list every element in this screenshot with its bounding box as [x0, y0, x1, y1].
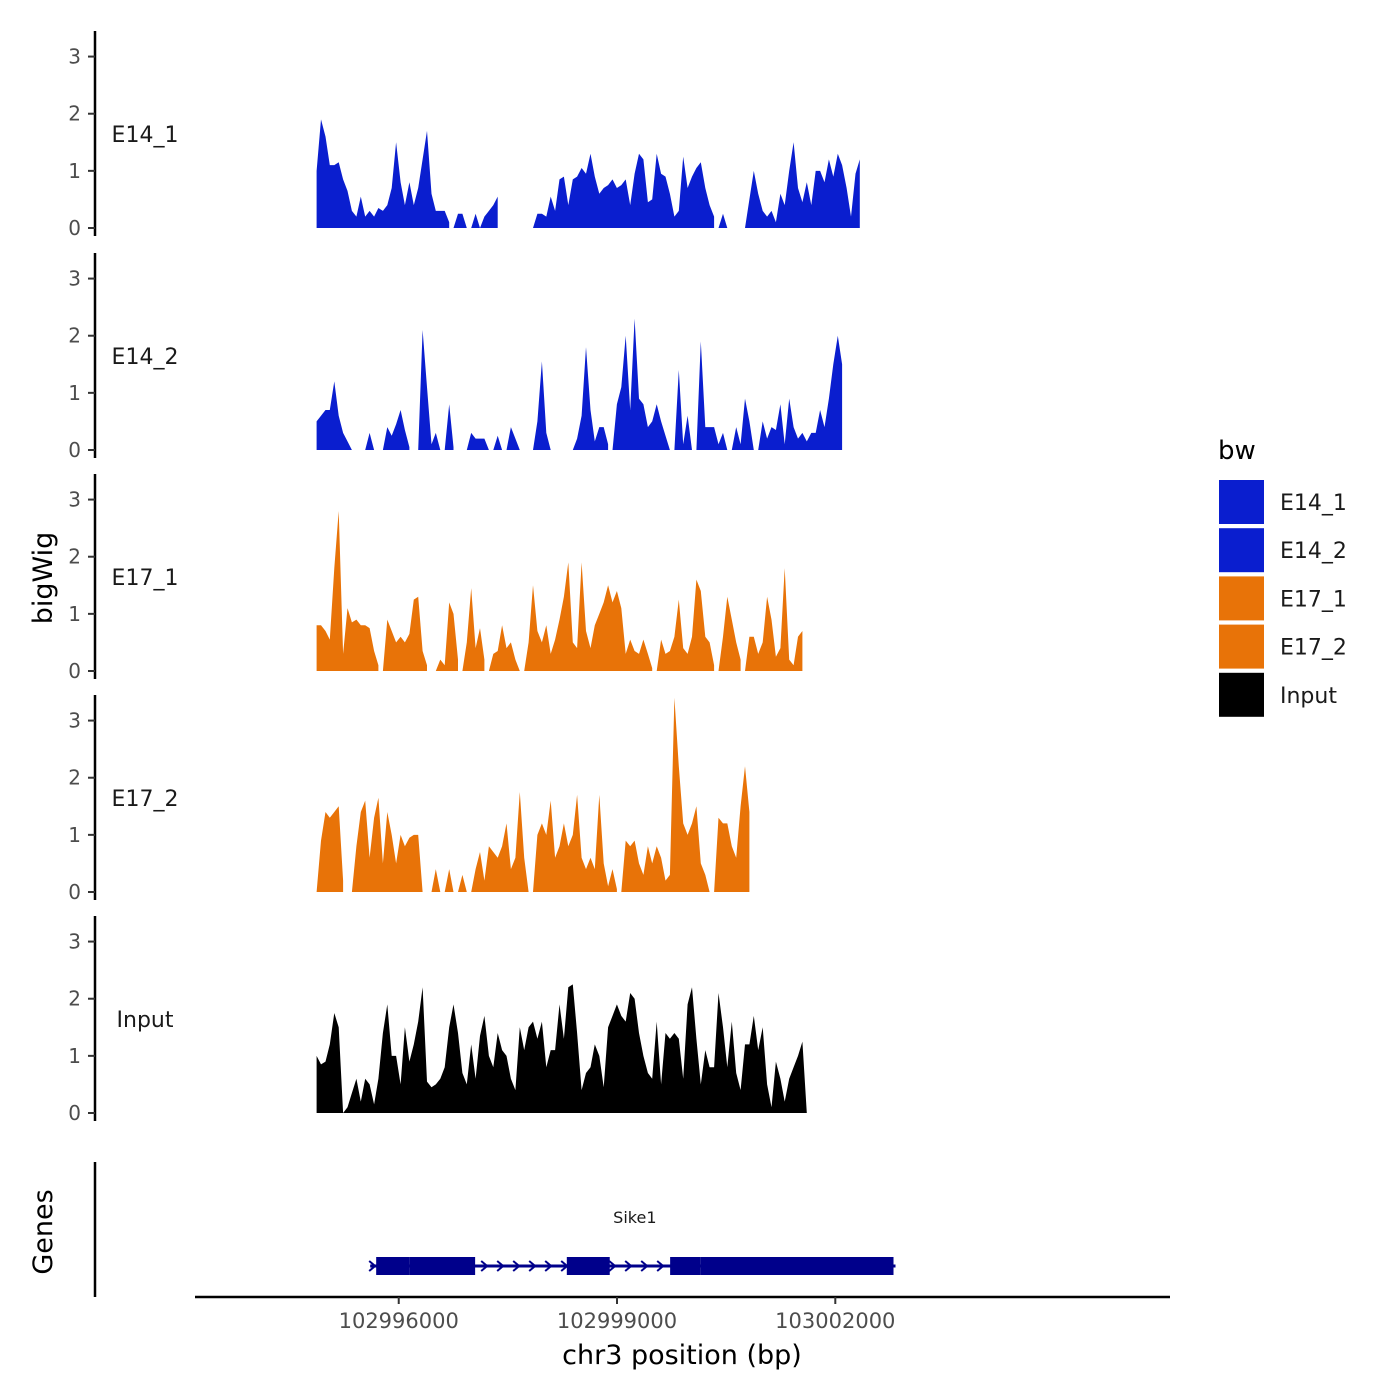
strand-arrow	[480, 1260, 489, 1272]
y-tick-label: 0	[68, 1101, 81, 1125]
legend-swatch-e17-2	[1219, 624, 1264, 669]
coverage-area	[316, 119, 860, 228]
legend-swatch-input	[1219, 672, 1264, 717]
genes-panel: Sike1	[93, 1162, 896, 1297]
gene-exon	[700, 1257, 894, 1275]
genes-panel-title: Genes	[28, 1189, 59, 1274]
legend-label: E14_1	[1280, 491, 1347, 516]
y-tick-label: 0	[68, 880, 81, 904]
y-tick-label: 3	[68, 709, 81, 733]
coverage-area	[316, 984, 807, 1113]
strand-arrow	[368, 1260, 377, 1272]
x-tick-label: 103002000	[775, 1309, 895, 1333]
tracks-layer: 0 1 2 3 E14_1 0 1 2 3 E14_2 0 1 2 3 E17_1 0 1 2 3 E17_2 0 1 2 3…	[68, 31, 860, 1125]
x-axis-title: chr3 position (bp)	[562, 1340, 802, 1371]
y-tick-label: 3	[68, 930, 81, 954]
legend-title: bw	[1218, 436, 1256, 466]
track-panel-input: 0 1 2 3 Input	[68, 916, 807, 1125]
y-tick-label: 2	[68, 545, 81, 569]
y-tick-label: 3	[68, 267, 81, 291]
track-label: E17_2	[112, 787, 179, 812]
legend-swatch-e14-1	[1219, 480, 1264, 524]
y-tick-label: 0	[68, 659, 81, 683]
coverage-area	[316, 697, 750, 892]
strand-arrow	[544, 1260, 553, 1272]
gene-exon	[566, 1257, 610, 1275]
track-label: E17_1	[112, 566, 179, 591]
track-panel-e14-1: 0 1 2 3 E14_1	[68, 31, 860, 240]
y-tick-label: 0	[68, 216, 81, 240]
y-tick-label: 2	[68, 102, 81, 126]
y-axis-title: bigWig	[28, 532, 59, 625]
gene-exon	[376, 1257, 410, 1275]
gene-exon	[670, 1257, 701, 1275]
x-axis: 102996000 102999000 103002000	[195, 1295, 1170, 1333]
legend-label: Input	[1280, 684, 1337, 709]
x-tick-label: 102999000	[557, 1309, 677, 1333]
coverage-area	[316, 511, 803, 671]
y-tick-label: 1	[68, 602, 81, 626]
gene-name-label: Sike1	[613, 1208, 656, 1227]
track-label: E14_2	[112, 345, 179, 370]
strand-arrow	[608, 1260, 617, 1272]
strand-arrow	[640, 1260, 649, 1272]
y-tick-label: 0	[68, 438, 81, 462]
gene-model: Sike1	[368, 1208, 896, 1275]
legend-swatch-e14-2	[1219, 528, 1264, 573]
x-tick-label: 102996000	[339, 1309, 459, 1333]
gene-exon	[409, 1257, 476, 1275]
legend-label: E17_1	[1280, 587, 1347, 612]
y-tick-label: 1	[68, 381, 81, 405]
y-tick-label: 1	[68, 159, 81, 183]
y-tick-label: 2	[68, 324, 81, 348]
strand-arrow	[528, 1260, 537, 1272]
y-tick-label: 3	[68, 488, 81, 512]
track-panel-e14-2: 0 1 2 3 E14_2	[68, 253, 843, 462]
strand-arrow	[512, 1260, 521, 1272]
legend-swatch-e17-1	[1219, 576, 1264, 621]
y-tick-label: 2	[68, 766, 81, 790]
track-panel-e17-2: 0 1 2 3 E17_2	[68, 695, 750, 904]
strand-arrow	[656, 1260, 665, 1272]
y-tick-label: 2	[68, 987, 81, 1011]
y-tick-label: 3	[68, 45, 81, 69]
coverage-area	[316, 318, 843, 450]
legend-label: E17_2	[1280, 636, 1347, 661]
strand-arrow	[496, 1260, 505, 1272]
y-tick-label: 1	[68, 1044, 81, 1068]
track-label: E14_1	[112, 123, 179, 148]
legend-label: E14_2	[1280, 539, 1347, 564]
track-label: Input	[117, 1008, 174, 1033]
track-panel-e17-1: 0 1 2 3 E17_1	[68, 474, 803, 683]
strand-arrow	[624, 1260, 633, 1272]
legend: bw E14_1 E14_2 E17_1 E17_2 Input	[1218, 436, 1347, 717]
y-tick-label: 1	[68, 823, 81, 847]
